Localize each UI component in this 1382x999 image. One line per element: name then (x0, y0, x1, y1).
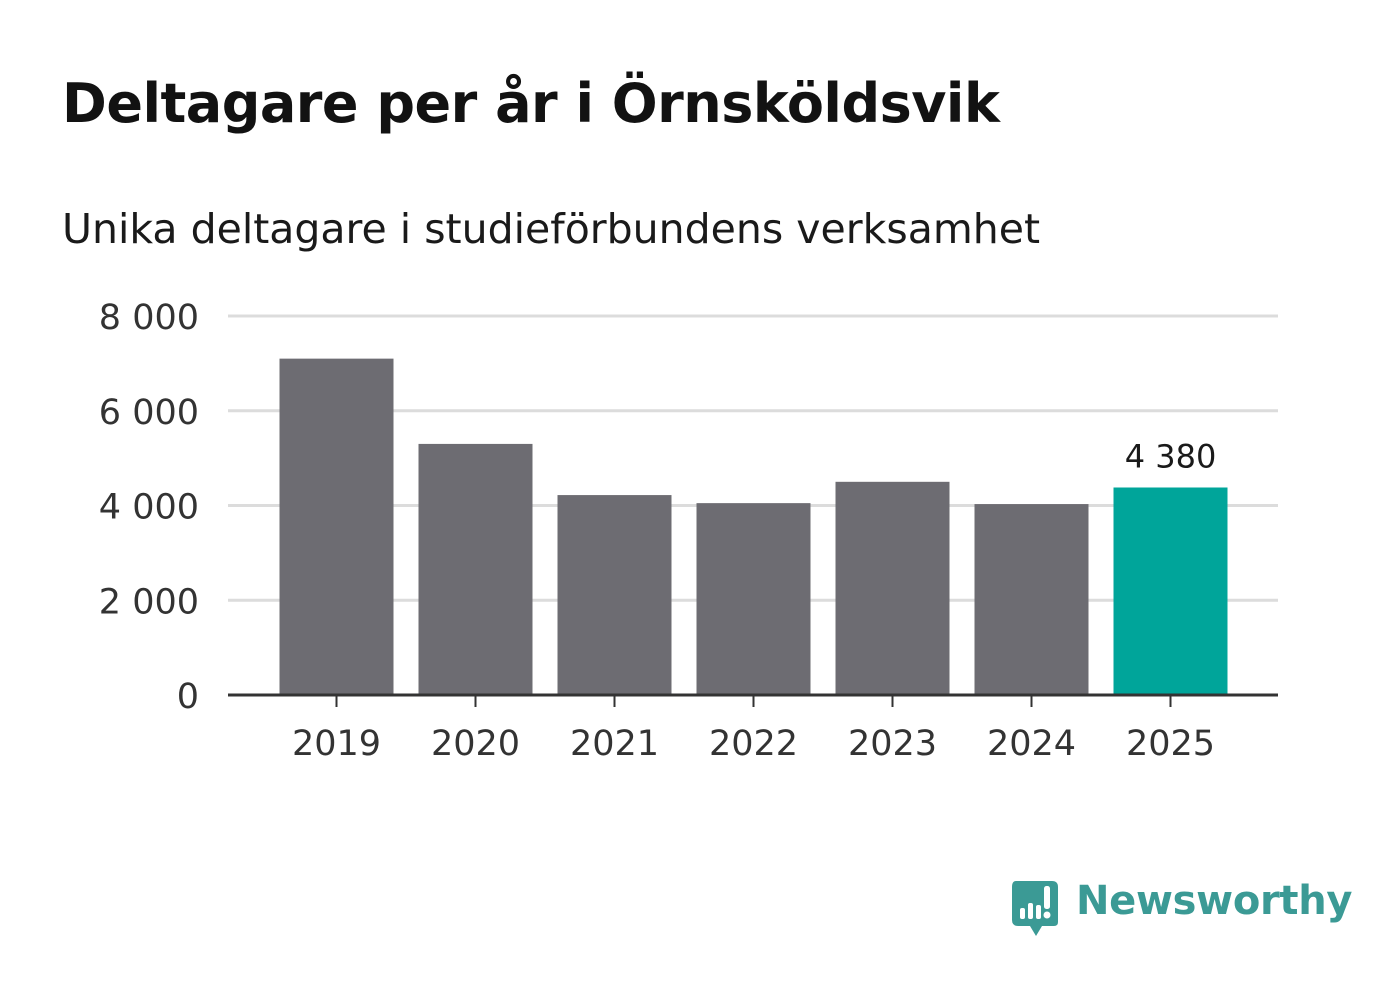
x-tick-label: 2020 (431, 724, 520, 764)
chart-subtitle: Unika deltagare i studieförbundens verks… (62, 205, 1041, 253)
bar-2021 (557, 495, 672, 695)
bar-2020 (418, 443, 533, 695)
bars (279, 358, 1228, 695)
x-tick-label: 2024 (987, 724, 1076, 764)
bar-2023 (835, 481, 950, 695)
brand-name: Newsworthy (1076, 878, 1353, 924)
bar-2025 (1113, 487, 1228, 695)
y-tick-label: 4 000 (99, 488, 199, 528)
x-tick-label: 2025 (1126, 724, 1215, 764)
x-tick-label: 2019 (292, 724, 381, 764)
newsworthy-bar-chart-icon (1012, 881, 1058, 936)
x-tick-label: 2021 (570, 724, 659, 764)
y-tick-label: 8 000 (99, 298, 199, 338)
chart-title: Deltagare per år i Örnsköldsvik (62, 72, 1000, 135)
newsworthy-logo: Newsworthy (1012, 878, 1353, 940)
y-tick-label: 6 000 (99, 393, 199, 433)
x-tick-label: 2023 (848, 724, 937, 764)
x-tick-label: 2022 (709, 724, 798, 764)
y-tick-label: 2 000 (99, 582, 199, 622)
bar-2019 (279, 358, 394, 695)
x-axis-ticks: 2019 2020 2021 2022 2023 2024 2025 (292, 695, 1215, 764)
data-label-2025: 4 380 (1125, 437, 1217, 475)
data-labels: 4 380 (1125, 437, 1217, 475)
bar-2024 (974, 504, 1089, 695)
y-axis-ticks: 0 2 000 4 000 6 000 8 000 (99, 298, 199, 717)
y-tick-label: 0 (177, 677, 199, 717)
bar-2022 (696, 503, 811, 695)
